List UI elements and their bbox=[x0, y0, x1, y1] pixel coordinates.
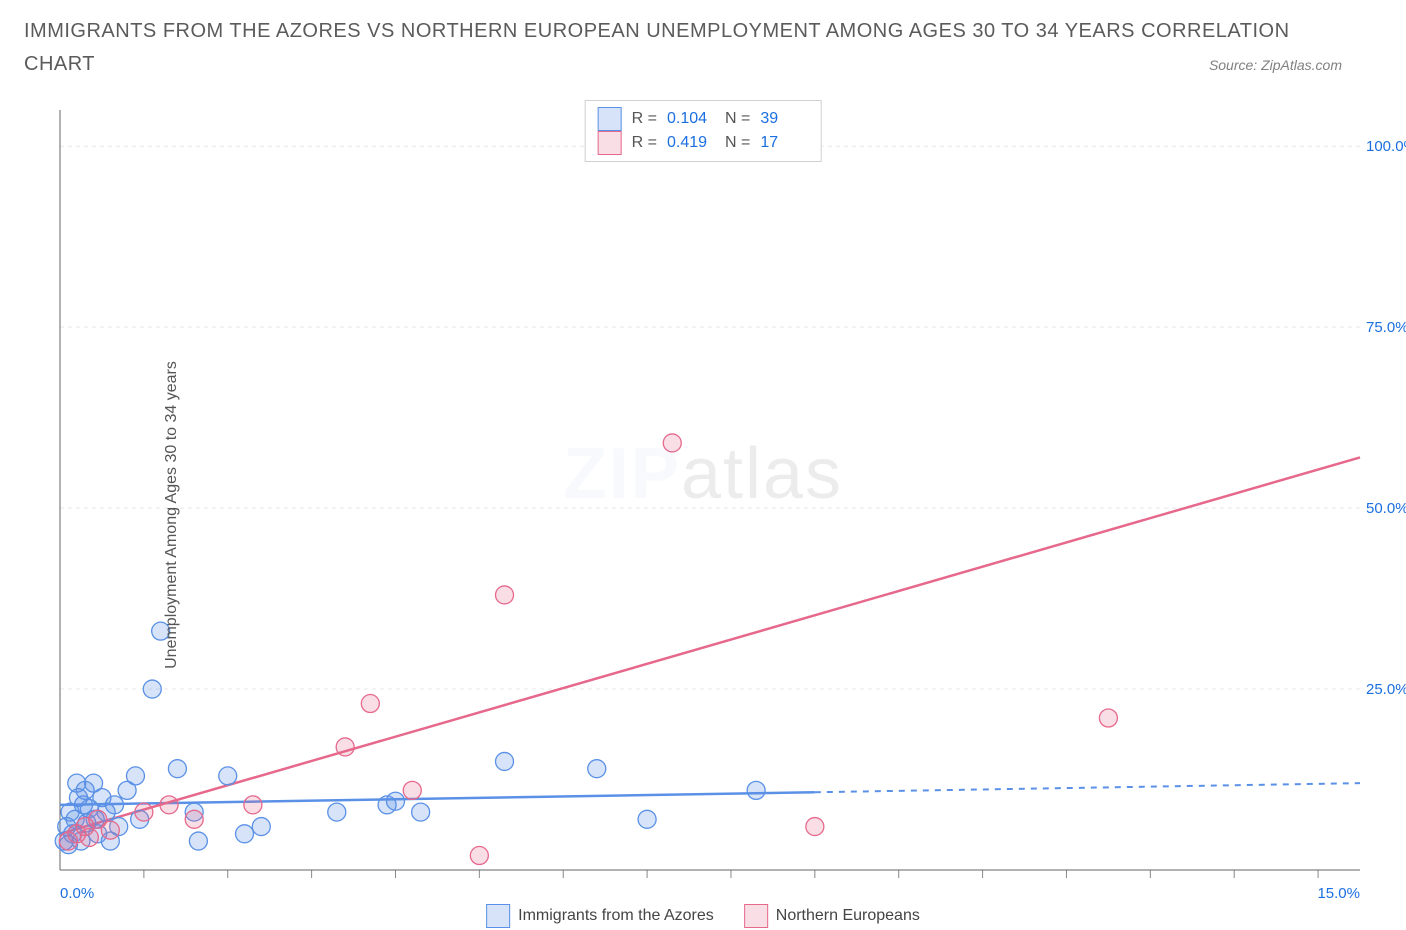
svg-text:25.0%: 25.0% bbox=[1366, 681, 1406, 698]
r-label: R = bbox=[632, 107, 657, 131]
swatch-icon bbox=[598, 131, 622, 155]
svg-text:50.0%: 50.0% bbox=[1366, 500, 1406, 517]
swatch-icon bbox=[486, 904, 510, 928]
swatch-icon bbox=[598, 107, 622, 131]
r-label: R = bbox=[632, 131, 657, 155]
source-label: Source: ZipAtlas.com bbox=[1209, 57, 1382, 73]
stats-row-northern: R = 0.419 N = 17 bbox=[598, 131, 809, 155]
n-label: N = bbox=[725, 131, 750, 155]
chart-subtitle: CHART bbox=[24, 53, 95, 76]
legend-item-azores: Immigrants from the Azores bbox=[486, 904, 714, 928]
svg-text:100.0%: 100.0% bbox=[1366, 138, 1406, 155]
n-value: 17 bbox=[760, 131, 808, 155]
r-value: 0.419 bbox=[667, 131, 715, 155]
svg-text:15.0%: 15.0% bbox=[1317, 885, 1360, 900]
n-label: N = bbox=[725, 107, 750, 131]
series-legend: Immigrants from the Azores Northern Euro… bbox=[486, 904, 920, 928]
n-value: 39 bbox=[760, 107, 808, 131]
chart-title: IMMIGRANTS FROM THE AZORES VS NORTHERN E… bbox=[24, 20, 1382, 43]
scatter-plot: 25.0% 50.0% 75.0% 100.0% 0.0% 15.0% bbox=[0, 100, 1406, 900]
svg-text:0.0%: 0.0% bbox=[60, 885, 94, 900]
legend-label: Northern Europeans bbox=[776, 907, 920, 925]
stats-legend: R = 0.104 N = 39 R = 0.419 N = 17 bbox=[585, 100, 822, 162]
svg-text:75.0%: 75.0% bbox=[1366, 319, 1406, 336]
legend-item-northern: Northern Europeans bbox=[744, 904, 920, 928]
swatch-icon bbox=[744, 904, 768, 928]
legend-label: Immigrants from the Azores bbox=[518, 907, 714, 925]
chart-area: Unemployment Among Ages 30 to 34 years Z… bbox=[0, 100, 1406, 930]
r-value: 0.104 bbox=[667, 107, 715, 131]
y-axis-title: Unemployment Among Ages 30 to 34 years bbox=[163, 361, 181, 669]
header: IMMIGRANTS FROM THE AZORES VS NORTHERN E… bbox=[0, 0, 1406, 76]
stats-row-azores: R = 0.104 N = 39 bbox=[598, 107, 809, 131]
